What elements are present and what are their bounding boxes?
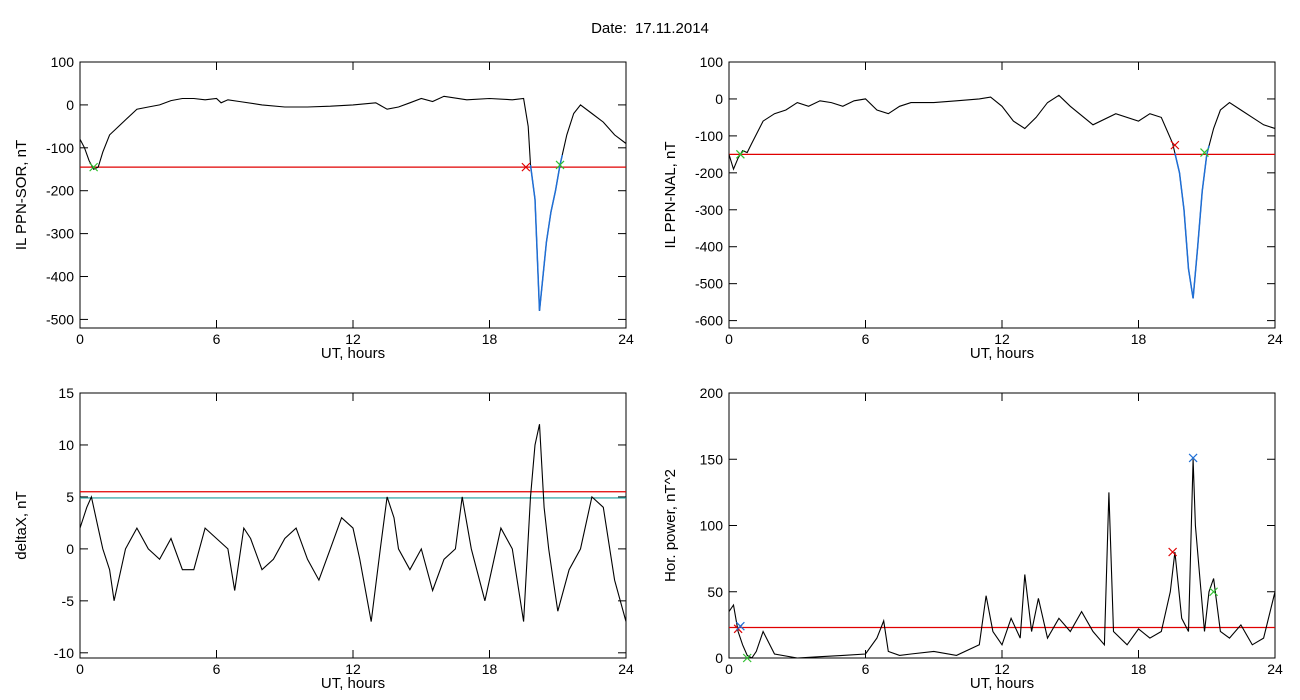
y-tick-label: 50 (707, 584, 723, 600)
event-marker-green (555, 160, 565, 170)
x-tick-label: 18 (1131, 661, 1147, 677)
x-tick-label: 12 (994, 661, 1010, 677)
y-tick-label: 0 (715, 650, 723, 666)
event-marker-green (1200, 148, 1209, 157)
event-marker-red (1168, 547, 1178, 557)
y-tick-label: -400 (695, 239, 723, 255)
chart-panel-2: 0 6 12 18 24 -600 -500 -400 -300 -200 -100 0 100 UT, … (662, 54, 1283, 362)
y-tick-label: 0 (66, 541, 74, 557)
y-tick-label: -300 (695, 202, 723, 218)
y-tick-label: -600 (695, 313, 723, 329)
x-tick-label: 0 (76, 661, 84, 677)
series-line (80, 95, 626, 311)
y-tick-label: -5 (62, 593, 75, 609)
series-line (80, 424, 626, 622)
plot-area (729, 459, 1275, 658)
x-tick-label: 0 (76, 331, 84, 347)
y-tick-label: 150 (700, 451, 724, 467)
y-tick-label: -200 (695, 165, 723, 181)
y-tick-label: 200 (700, 385, 724, 401)
event-marker-blue (735, 621, 745, 631)
chart-panel-3: 0 6 12 18 24 -10 -5 0 5 10 15 UT, hours deltaX, nT (13, 385, 634, 692)
event-marker-red (521, 162, 531, 172)
x-tick-label: 12 (345, 331, 361, 347)
y-tick-label: -100 (695, 128, 723, 144)
figure-title: Date: 17.11.2014 (0, 20, 1300, 37)
y-tick-label: -500 (46, 311, 74, 327)
x-axis-label: UT, hours (321, 675, 385, 692)
x-tick-label: 24 (618, 661, 634, 677)
plot-frame (728, 61, 1276, 329)
x-tick-label: 6 (213, 331, 221, 347)
x-tick-label: 0 (725, 331, 733, 347)
y-axis-label: IL PPN-NAL, nT (662, 142, 679, 249)
y-tick-label: -10 (54, 645, 74, 661)
date-value: 17.11.2014 (634, 20, 709, 37)
x-tick-label: 24 (1267, 331, 1283, 347)
y-tick-label: 100 (51, 54, 75, 70)
x-tick-label: 24 (1267, 661, 1283, 677)
y-tick-label: 100 (700, 54, 724, 70)
x-axis-label: UT, hours (321, 345, 385, 362)
x-tick-label: 18 (482, 331, 498, 347)
x-tick-label: 0 (725, 661, 733, 677)
chart-panel-4: 0 6 12 18 24 0 50 100 150 200 UT, hours Hor. power,… (662, 385, 1283, 692)
series-line (729, 459, 1275, 658)
plot-frame (728, 392, 1276, 659)
event-marker-blue (1188, 453, 1198, 463)
event-marker-red (1170, 140, 1180, 150)
plot-frame (79, 61, 627, 329)
event-highlight (1174, 145, 1210, 299)
y-axis-label: IL PPN-SOR, nT (13, 140, 30, 250)
x-tick-label: 18 (482, 661, 498, 677)
event-marker-green (735, 149, 745, 159)
x-tick-label: 18 (1131, 331, 1147, 347)
y-tick-label: 15 (58, 385, 74, 401)
x-tick-label: 6 (862, 331, 870, 347)
plot-frame (79, 392, 627, 659)
x-tick-label: 12 (345, 661, 361, 677)
plot-area (80, 424, 626, 622)
y-tick-label: -200 (46, 183, 74, 199)
x-axis-label: UT, hours (970, 675, 1034, 692)
y-axis-label: deltaX, nT (13, 491, 30, 559)
y-axis-label: Hor. power, nT^2 (662, 469, 679, 582)
x-axis-label: UT, hours (970, 345, 1034, 362)
event-marker-green (742, 653, 752, 663)
plot-area (80, 95, 626, 311)
x-tick-label: 12 (994, 331, 1010, 347)
x-tick-label: 6 (213, 661, 221, 677)
y-tick-label: 0 (66, 97, 74, 113)
y-tick-label: 0 (715, 91, 723, 107)
event-marker-green (89, 162, 99, 172)
y-tick-label: -100 (46, 140, 74, 156)
y-tick-label: 5 (66, 489, 74, 505)
y-tick-label: 100 (700, 518, 724, 534)
chart-panel-1: 0 6 12 18 24 -500 -400 -300 -200 -100 0 100 UT, hour… (13, 54, 634, 362)
plot-area (729, 94, 1275, 299)
x-tick-label: 6 (862, 661, 870, 677)
y-tick-label: 10 (58, 437, 74, 453)
y-tick-label: -500 (695, 276, 723, 292)
event-highlight (529, 154, 564, 311)
event-marker-green (1209, 587, 1218, 597)
series-line (729, 94, 1275, 299)
x-tick-label: 24 (618, 331, 634, 347)
date-label: Date: (591, 20, 627, 37)
y-tick-label: -400 (46, 269, 74, 285)
y-tick-label: -300 (46, 226, 74, 242)
